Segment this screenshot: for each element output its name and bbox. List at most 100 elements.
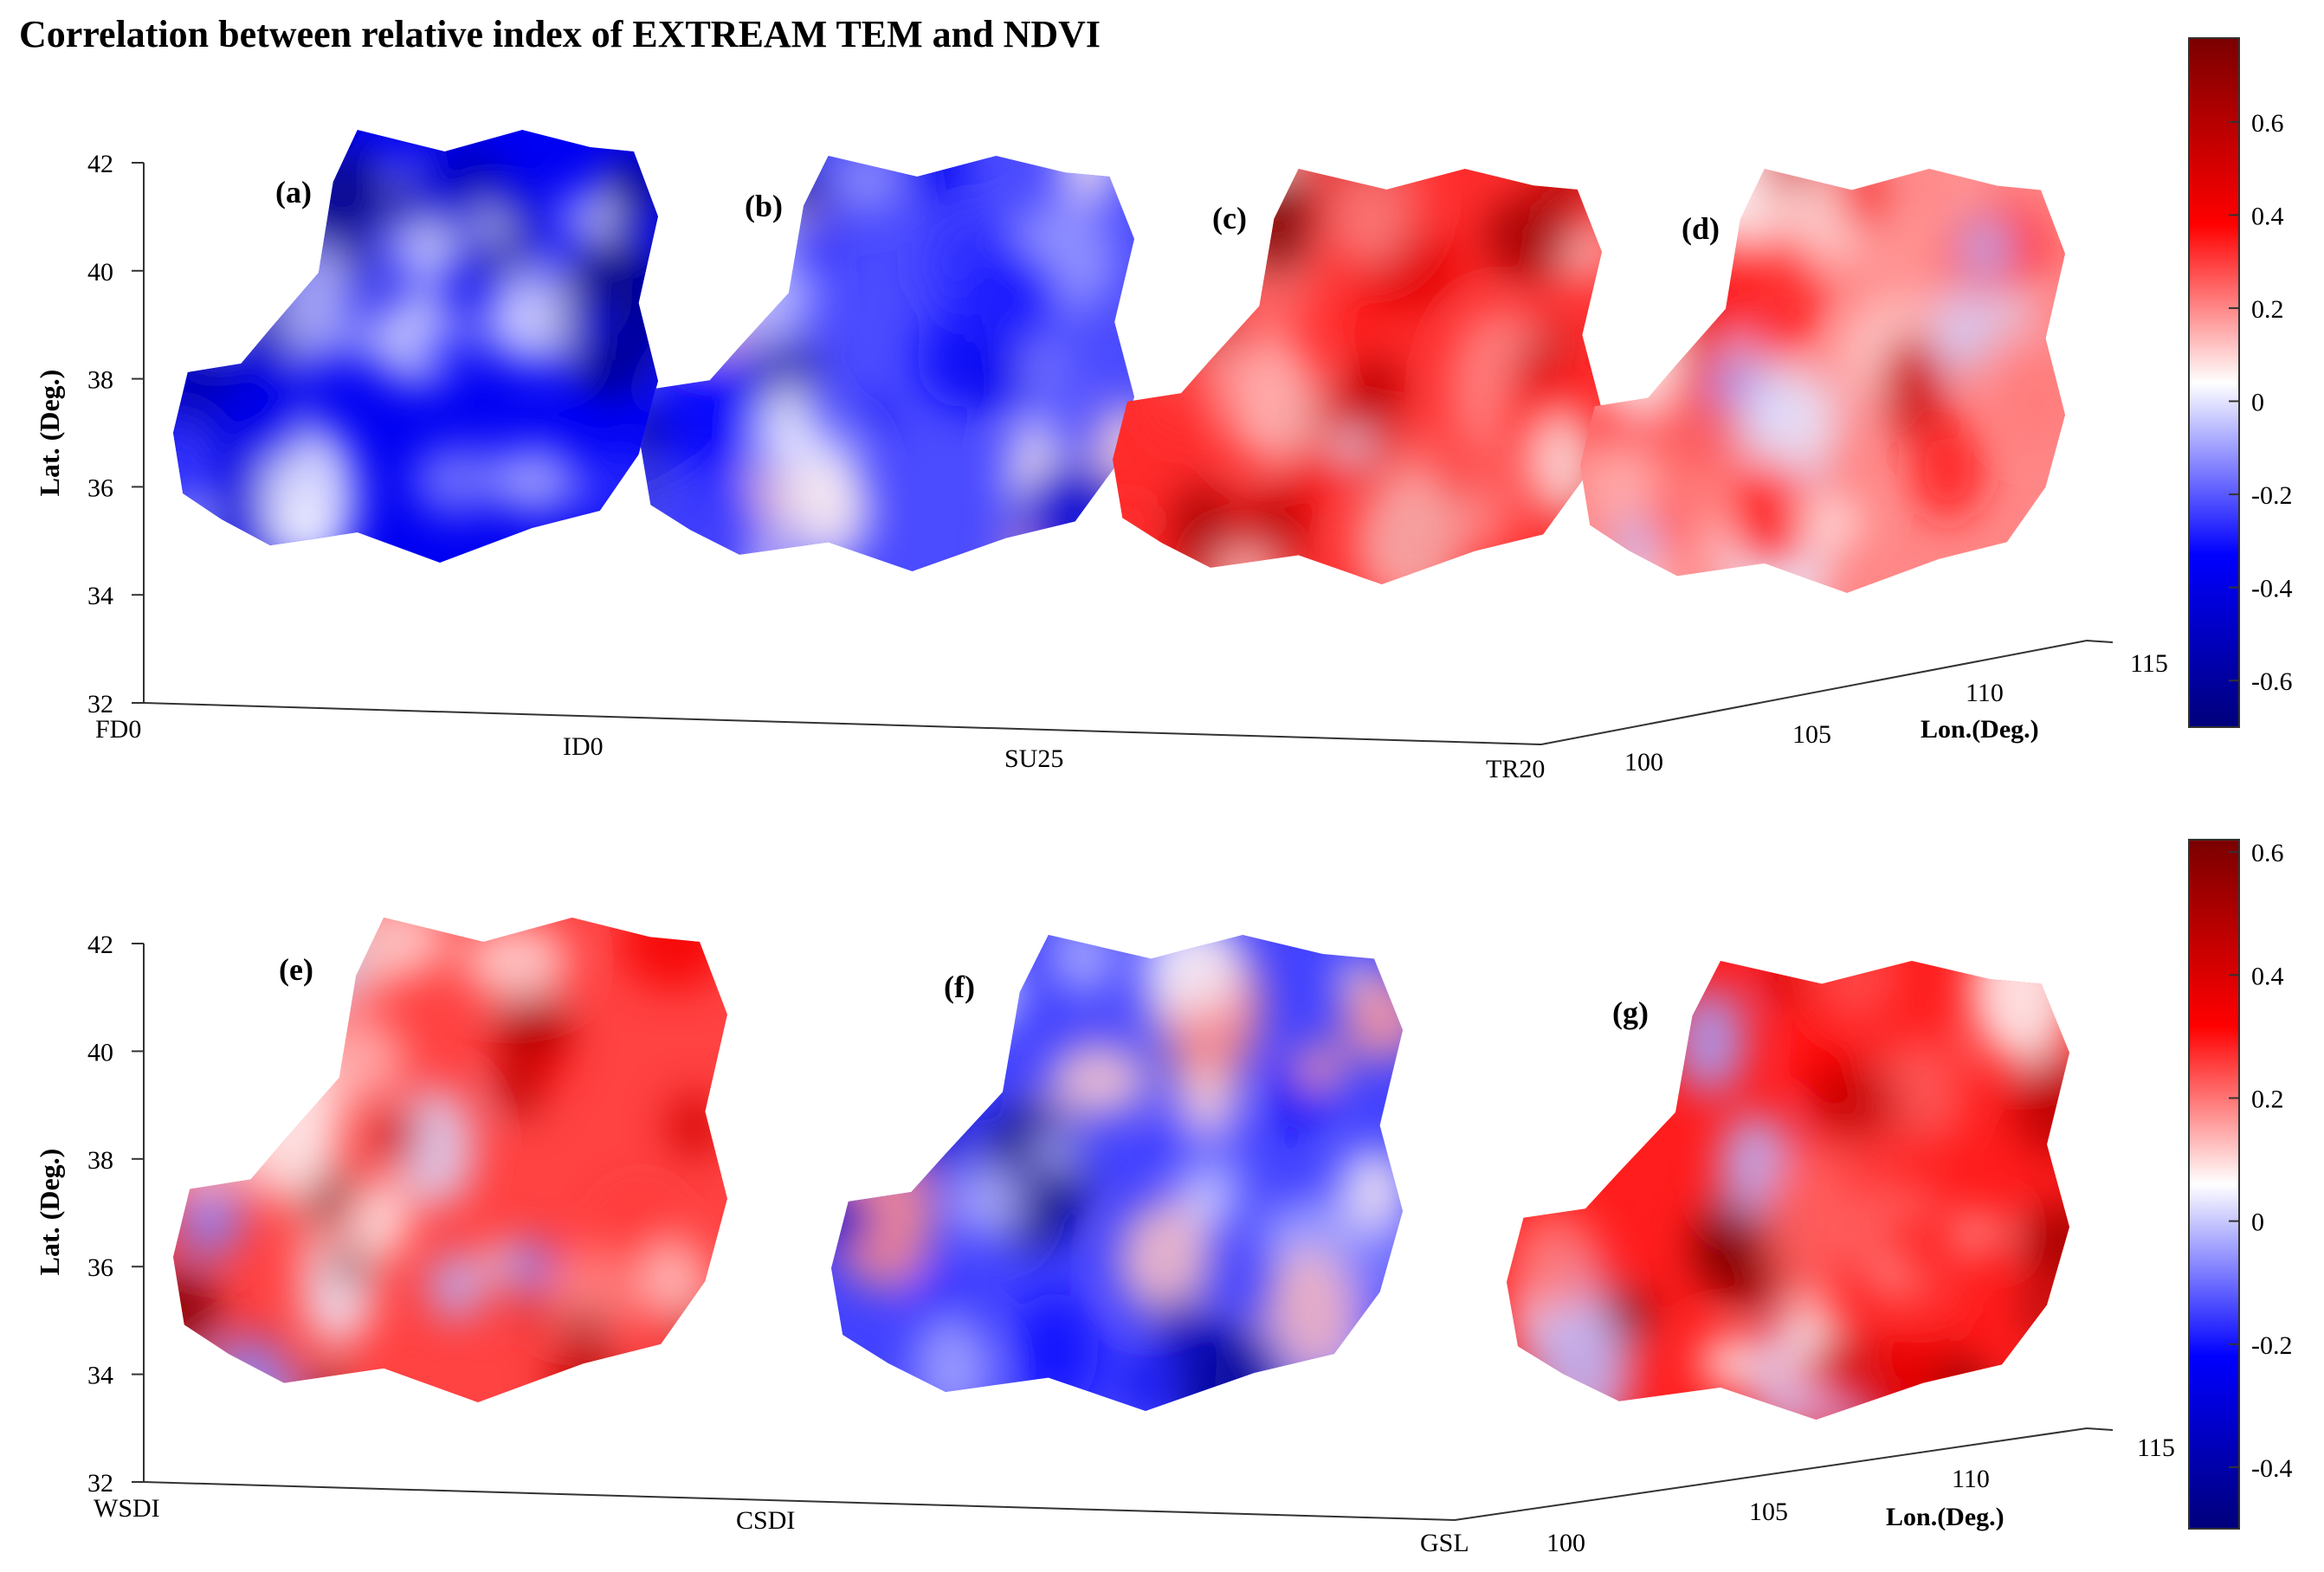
- lon-tick-label: 105: [1792, 720, 1831, 749]
- field-blob: [517, 1292, 550, 1325]
- field-blob: [261, 422, 358, 563]
- field-blob: [1754, 961, 1805, 1007]
- lon-tick-label: 100: [1624, 748, 1663, 776]
- field-blob: [1805, 1336, 1866, 1383]
- field-blob: [1919, 175, 1953, 201]
- field-blob: [353, 1176, 410, 1261]
- field-blob: [1565, 961, 1609, 996]
- field-blob: [2020, 1296, 2063, 1330]
- field-blob: [1604, 297, 1680, 408]
- panel-label: (f): [944, 970, 975, 1004]
- field-blob: [2019, 1200, 2069, 1292]
- lat-tick-label: 34: [87, 582, 113, 610]
- field-blob: [198, 1339, 298, 1402]
- field-blob: [173, 228, 223, 313]
- field-blob: [578, 304, 612, 349]
- field-blob: [888, 156, 969, 203]
- map-panel-su25: (c): [1105, 123, 1626, 609]
- lon-tick-label: 105: [1749, 1498, 1788, 1526]
- field-blob: [261, 918, 299, 944]
- field-blob: [1223, 336, 1319, 463]
- field-blob: [1604, 1289, 1654, 1339]
- field-blob: [545, 1249, 634, 1340]
- panel-label: (d): [1682, 211, 1720, 246]
- colorbar-tick-label: 0.6: [2251, 839, 2284, 867]
- lat-tick-label: 34: [87, 1362, 113, 1390]
- colorbar-tick-label: -0.2: [2251, 481, 2293, 510]
- field-blob: [1699, 1334, 1762, 1390]
- map-panel-gsl: (g): [1481, 920, 2108, 1446]
- field-blob: [329, 1247, 370, 1285]
- field-blob: [1238, 169, 1315, 279]
- lon-tick-label: 110: [1966, 679, 2004, 707]
- field-blob: [907, 1134, 943, 1169]
- field-blob: [173, 970, 255, 1137]
- field-blob: [1060, 156, 1120, 203]
- colorbar-tick-label: 0.2: [2251, 295, 2284, 324]
- field-blob: [1587, 439, 1652, 522]
- lon-tick-label: 115: [2137, 1433, 2175, 1462]
- colorbar-tick-label: 0: [2251, 389, 2264, 417]
- field-blob: [1139, 322, 1187, 382]
- colorbar-tick-label: 0.2: [2251, 1086, 2284, 1114]
- field-blob: [494, 457, 571, 515]
- field-blob: [1542, 169, 1595, 212]
- field-blob: [1113, 501, 1147, 540]
- field-blob: [412, 443, 500, 518]
- field-blob: [1642, 485, 1706, 556]
- field-blob: [1507, 961, 1556, 1001]
- field-blob: [1508, 1208, 1601, 1317]
- field-blob: [657, 360, 765, 474]
- depth-axis: WSDI CSDI GSL 100 105 110 115 Lon.(Deg.): [94, 1427, 2175, 1557]
- lat-axis-label: Lat. (Deg.): [34, 1149, 65, 1276]
- field-blob: [397, 1086, 474, 1208]
- field-blob: [1348, 351, 1403, 435]
- field-blob: [339, 918, 450, 980]
- colorbar-top: 0.6 0.4 0.2 0 -0.2 -0.4 -0.6: [2188, 37, 2293, 728]
- field-blob: [784, 460, 872, 560]
- region-outline: [173, 130, 658, 563]
- index-axis-label: TR20: [1486, 755, 1545, 783]
- field-blob: [173, 1265, 223, 1356]
- index-axis-label: ID0: [563, 732, 604, 761]
- map-panel-id0: (b): [604, 126, 1159, 632]
- field-blob: [1483, 192, 1573, 282]
- field-blob: [1010, 458, 1119, 571]
- field-blob: [371, 1111, 424, 1160]
- field-blob: [620, 918, 727, 990]
- field-blob: [1605, 169, 1655, 209]
- lat-tick-label: 38: [87, 366, 113, 395]
- field-blob: [1140, 179, 1226, 310]
- map-panel-tr20: (d): [1565, 106, 2074, 635]
- field-blob: [1937, 287, 1994, 372]
- region-outline: [641, 156, 1134, 571]
- colorbar-tick-label: -0.6: [2251, 667, 2293, 696]
- depth-axis: FD0 ID0 SU25 TR20 100 105 110 115 Lon.(Deg.): [95, 640, 2168, 783]
- field-blob: [1285, 445, 1350, 497]
- field-blob: [248, 997, 318, 1050]
- field-blob: [180, 257, 251, 319]
- field-blob: [638, 1242, 710, 1317]
- field-blob: [1355, 474, 1463, 584]
- field-blob: [410, 325, 474, 374]
- lat-axis: 32 34 36 38 40 42 Lat. (Deg.): [34, 931, 145, 1498]
- field-blob: [1507, 963, 1606, 1108]
- lon-tick-label: 110: [1952, 1465, 1990, 1493]
- index-axis-label: GSL: [1420, 1529, 1469, 1557]
- field-blob: [1664, 291, 1720, 378]
- field-blob: [831, 1181, 875, 1253]
- field-blob: [1117, 1199, 1213, 1318]
- field-blob: [428, 1252, 485, 1320]
- field-blob: [1338, 307, 1372, 337]
- map-panel-csdi: (f): [797, 903, 1429, 1469]
- field-blob: [1727, 460, 1814, 573]
- field-blob: [462, 923, 570, 999]
- colorbar-bottom: 0.6 0.4 0.2 0 -0.2 -0.4: [2188, 839, 2293, 1530]
- region-outline: [1113, 169, 1602, 584]
- field-blob: [983, 935, 1067, 994]
- field-blob: [474, 206, 510, 249]
- field-blob: [547, 1345, 629, 1402]
- field-blob: [1294, 1044, 1347, 1091]
- field-blob: [494, 991, 571, 1066]
- field-blob: [1507, 976, 1595, 1047]
